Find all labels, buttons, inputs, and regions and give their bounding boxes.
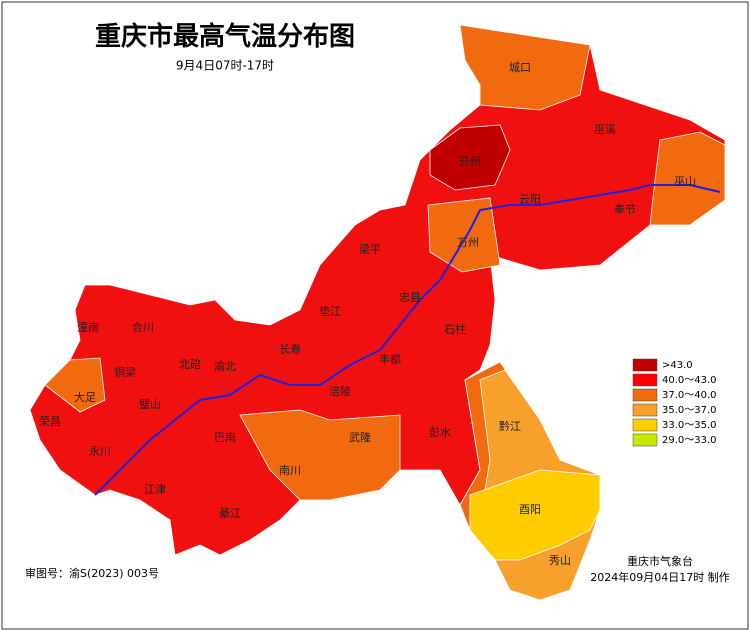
district-label: 涪陵 xyxy=(329,384,351,398)
district-label: 永川 xyxy=(89,444,111,458)
legend-label: 37.0～40.0 xyxy=(662,390,717,401)
legend-label: 40.0～43.0 xyxy=(662,375,717,386)
region-37-40 xyxy=(649,131,726,226)
district-label: 长寿 xyxy=(279,342,301,356)
legend-swatch xyxy=(632,373,658,387)
legend-swatch xyxy=(632,388,658,402)
region-above-43 xyxy=(429,124,511,191)
region-37-40 xyxy=(459,24,591,111)
region-37-40 xyxy=(427,197,501,273)
district-label: 黔江 xyxy=(499,419,521,433)
made-time: 2024年09月04日17时 制作 xyxy=(590,570,729,584)
river xyxy=(94,184,721,496)
map xyxy=(29,24,726,601)
district-label: 奉节 xyxy=(614,202,636,216)
district-label: 荣昌 xyxy=(39,415,61,428)
legend-label: >43.0 xyxy=(662,360,693,371)
district-label: 巴南 xyxy=(214,431,236,444)
region-37-40 xyxy=(44,357,106,413)
district-label: 万州 xyxy=(457,236,479,249)
district-label: 大足 xyxy=(74,390,96,404)
legend-swatch xyxy=(632,403,658,417)
region-37-40 xyxy=(239,409,401,501)
district-label: 巫溪 xyxy=(594,123,616,136)
district-label: 南川 xyxy=(279,464,301,477)
legend-label: 29.0～33.0 xyxy=(662,435,717,446)
district-label: 丰都 xyxy=(379,353,401,366)
approval-number: 审图号：渝S(2023) 003号 xyxy=(25,566,159,580)
district-label: 城口 xyxy=(509,61,531,74)
district-label: 垫江 xyxy=(319,304,341,318)
legend-swatch xyxy=(632,433,658,447)
region-33-35 xyxy=(469,469,601,561)
district-label: 江津 xyxy=(144,483,166,496)
district-label: 渝北 xyxy=(214,359,236,373)
issuer: 重庆市气象台 xyxy=(627,554,693,568)
district-label: 璧山 xyxy=(139,397,161,411)
legend-label: 35.0～37.0 xyxy=(662,405,717,416)
district-label: 巫山 xyxy=(674,175,696,188)
subtitle: 9月4日07时-17时 xyxy=(176,59,274,73)
district-label: 合川 xyxy=(132,320,154,334)
district-label: 彭水 xyxy=(429,425,451,439)
district-label: 酉阳 xyxy=(519,503,541,516)
district-label: 秀山 xyxy=(549,554,571,567)
legend-swatch xyxy=(632,358,658,372)
district-label: 梁平 xyxy=(359,242,381,256)
district-label: 铜梁 xyxy=(114,365,136,379)
legend-label: 33.0～35.0 xyxy=(662,420,717,431)
district-label: 云阳 xyxy=(519,193,541,206)
district-label: 石柱 xyxy=(444,322,466,336)
district-label: 潼南 xyxy=(77,320,99,334)
region-40-43 xyxy=(29,24,726,556)
district-label: 开州 xyxy=(459,155,481,168)
district-label: 忠县 xyxy=(399,291,421,304)
legend-swatch xyxy=(632,418,658,432)
district-label: 武隆 xyxy=(349,430,371,444)
title: 重庆市最高气温分布图 xyxy=(95,21,355,52)
district-label: 綦江 xyxy=(219,507,241,520)
district-label: 北碚 xyxy=(179,357,201,371)
